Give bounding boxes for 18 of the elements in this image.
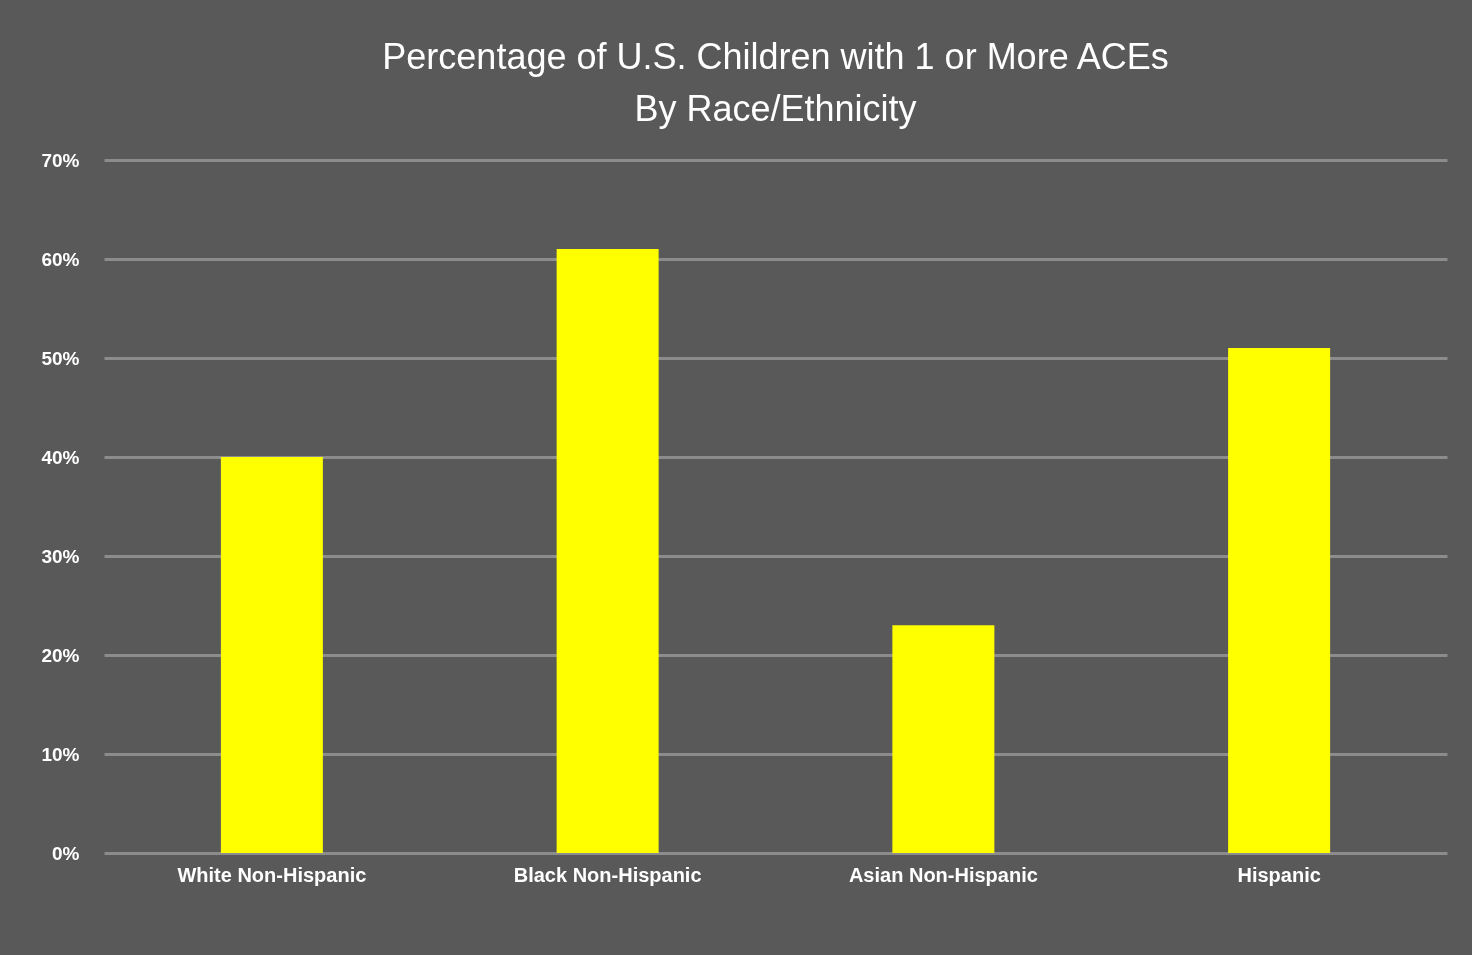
y-tick-label: 60%: [41, 248, 80, 270]
text: Percentage of U.S. Children with 1 or More ACEs: [382, 36, 1169, 77]
bar: [556, 249, 659, 853]
x-tick-label: White Non-Hispanic: [177, 863, 367, 886]
y-tick-label: 10%: [41, 743, 80, 765]
y-tick-label: 50%: [41, 347, 80, 369]
y-tick-label: 30%: [41, 545, 80, 567]
bar: [220, 457, 323, 853]
y-tick-label: 20%: [41, 644, 80, 666]
y-tick-label: 40%: [41, 446, 80, 468]
y-tick-label: 70%: [41, 149, 80, 171]
bar: [892, 625, 995, 853]
bar: [1228, 348, 1331, 853]
y-tick-label: 0%: [52, 842, 80, 864]
x-tick-label: Asian Non-Hispanic: [848, 863, 1038, 886]
text: By Race/Ethnicity: [634, 88, 917, 129]
x-tick-label: Hispanic: [1237, 863, 1321, 886]
x-tick-label: Black Non-Hispanic: [513, 863, 702, 886]
